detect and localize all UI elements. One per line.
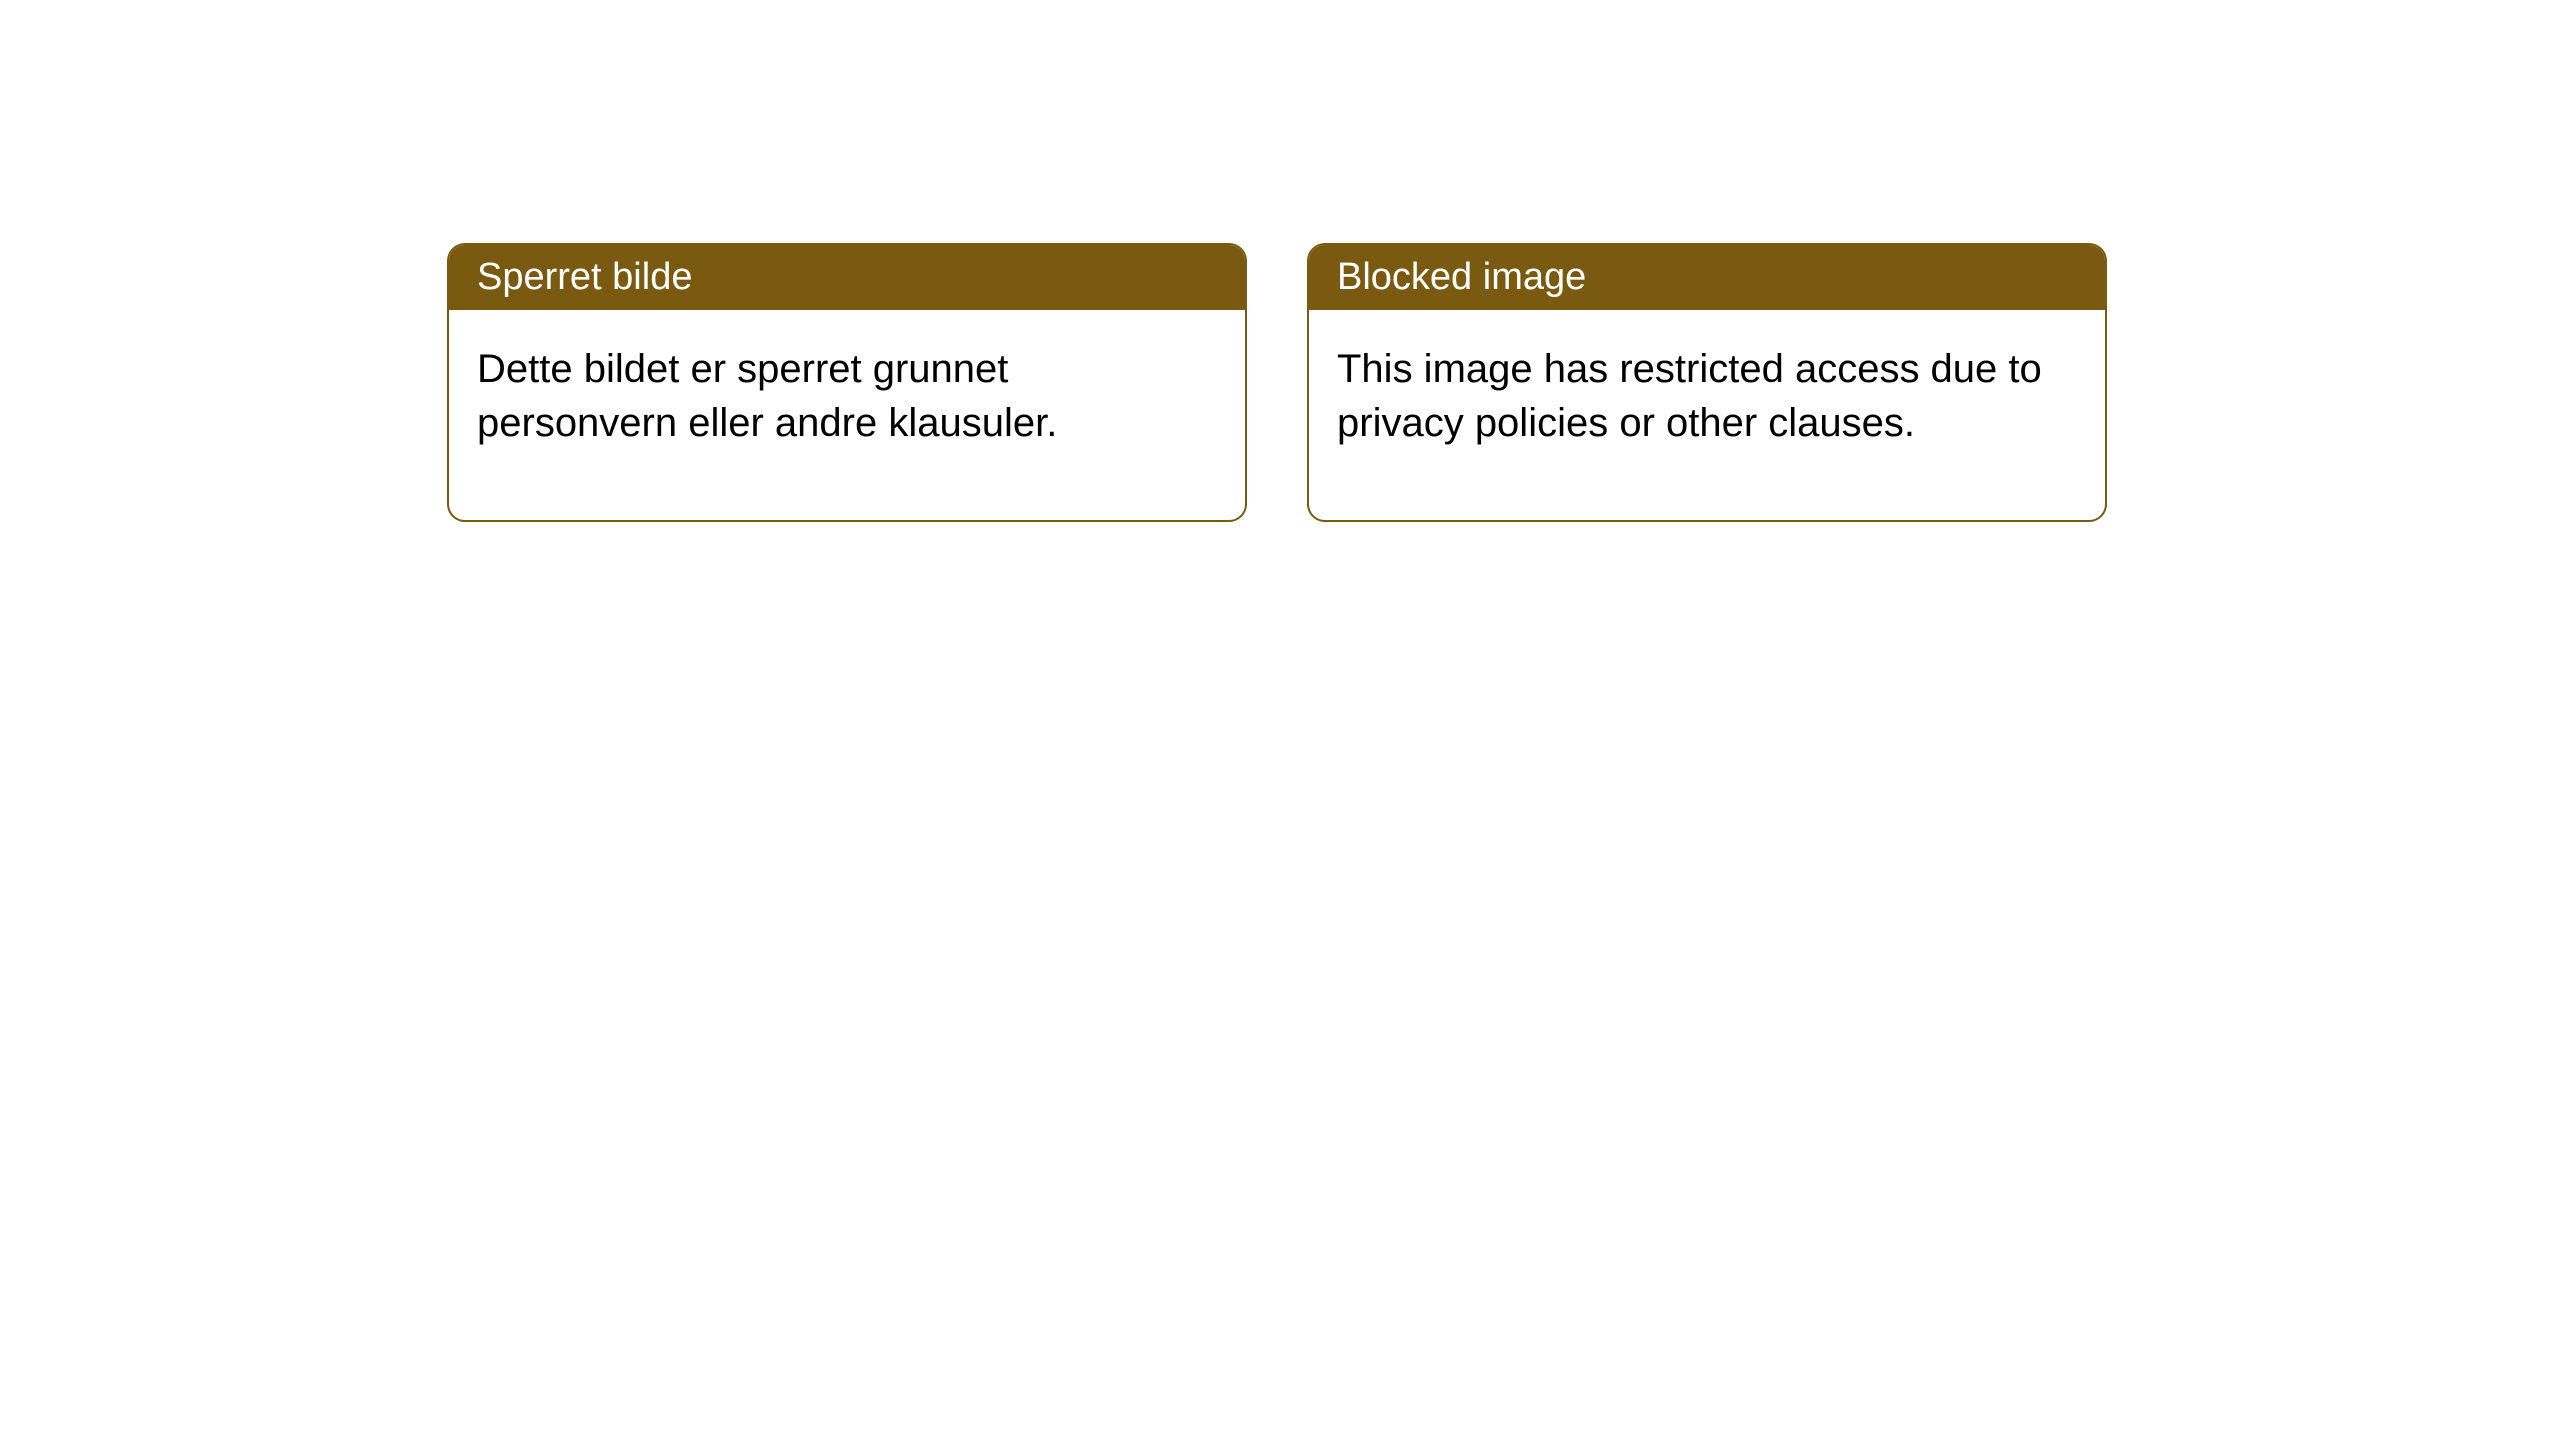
- notice-card-english: Blocked image This image has restricted …: [1307, 243, 2107, 522]
- notice-card-norwegian: Sperret bilde Dette bildet er sperret gr…: [447, 243, 1247, 522]
- card-body-norwegian: Dette bildet er sperret grunnet personve…: [449, 310, 1245, 520]
- notice-cards-container: Sperret bilde Dette bildet er sperret gr…: [447, 243, 2107, 522]
- card-header-english: Blocked image: [1309, 245, 2105, 310]
- card-body-english: This image has restricted access due to …: [1309, 310, 2105, 520]
- card-header-norwegian: Sperret bilde: [449, 245, 1245, 310]
